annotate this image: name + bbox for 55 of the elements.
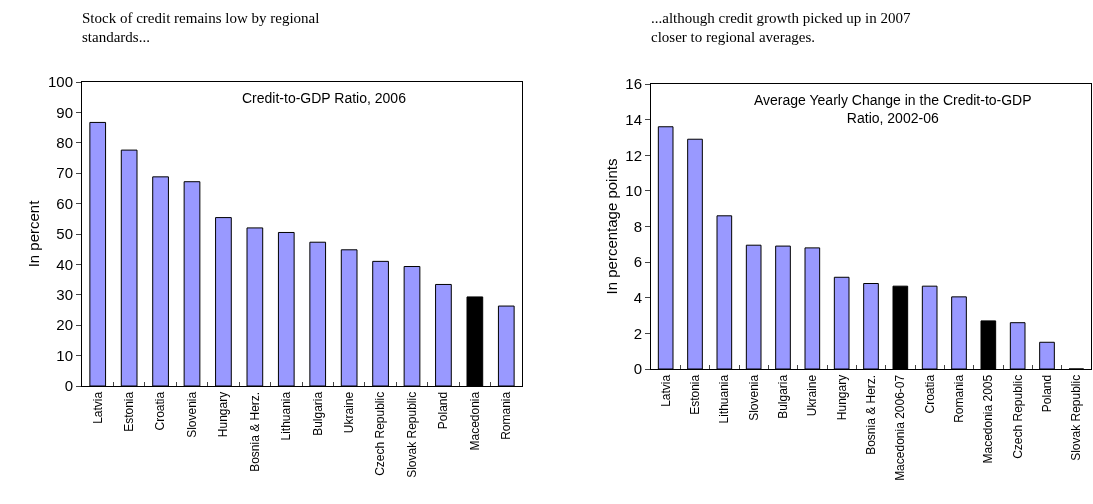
y-tick-label: 80 bbox=[56, 134, 73, 152]
annotation: Credit-to-GDP Ratio, 2006 bbox=[242, 90, 407, 106]
x-tick-label: Croatia bbox=[153, 391, 168, 431]
x-tick-label: Romania bbox=[499, 391, 514, 440]
x-tick-label: Lithuania bbox=[279, 391, 294, 441]
y-tick-label: 0 bbox=[633, 360, 642, 378]
y-tick-label: 12 bbox=[625, 146, 642, 164]
x-tick-label: Romania bbox=[951, 374, 966, 423]
y-tick-label: 60 bbox=[56, 194, 73, 212]
x-tick-label: Slovak Republic bbox=[404, 391, 419, 478]
y-tick-label: 90 bbox=[56, 103, 73, 121]
x-tick-label: Estonia bbox=[122, 391, 137, 432]
y-tick-label: 16 bbox=[625, 75, 642, 93]
x-tick-label: Ukraine bbox=[805, 374, 820, 417]
x-tick-label: Hungary bbox=[834, 374, 849, 421]
x-tick-label: Slovak Republic bbox=[1069, 374, 1084, 461]
x-tick-label: Macedonia bbox=[467, 391, 482, 451]
x-tick-label: Poland bbox=[1039, 374, 1054, 413]
y-tick-label: 2 bbox=[633, 324, 642, 342]
x-tick-label: Czech Republic bbox=[1010, 374, 1025, 459]
y-tick-label: 6 bbox=[633, 253, 642, 271]
y-tick-label: 100 bbox=[47, 73, 73, 91]
chart-title: Stock of credit remains low by regional standards... bbox=[82, 9, 320, 46]
x-tick-label: Czech Republic bbox=[373, 391, 388, 476]
x-tick-label: Bulgaria bbox=[775, 374, 790, 419]
y-tick-label: 40 bbox=[56, 255, 73, 273]
y-axis-title: In percentage points bbox=[602, 158, 620, 295]
x-tick-label: Latvia bbox=[90, 391, 105, 424]
x-tick-label: Croatia bbox=[922, 374, 937, 414]
x-tick-label: Macedonia 2005 bbox=[981, 374, 996, 464]
x-tick-label: Poland bbox=[436, 391, 451, 430]
x-tick-label: Macedonia 2006-07 bbox=[893, 374, 908, 481]
chart-title: ...although credit growth picked up in 2007 closer to regional averages. bbox=[651, 9, 912, 46]
x-tick-label: Latvia bbox=[658, 374, 673, 407]
x-tick-label: Slovenia bbox=[184, 391, 199, 438]
annotation: Average Yearly Change in the Credit-to-GDP Ratio, 2002-06 bbox=[754, 92, 1032, 127]
x-tick-label: Bulgaria bbox=[310, 391, 325, 436]
x-tick-label: Ukraine bbox=[342, 391, 357, 434]
x-tick-label: Estonia bbox=[687, 374, 702, 415]
y-tick-label: 70 bbox=[56, 164, 73, 182]
y-tick-label: 20 bbox=[56, 316, 73, 334]
y-tick-label: 14 bbox=[625, 110, 642, 128]
y-tick-label: 10 bbox=[56, 346, 73, 364]
y-tick-label: 50 bbox=[56, 225, 73, 243]
y-tick-label: 4 bbox=[633, 289, 642, 306]
y-tick-label: 0 bbox=[64, 377, 73, 395]
y-tick-label: 10 bbox=[625, 182, 642, 200]
x-tick-label: Slovenia bbox=[746, 374, 761, 421]
x-tick-label: Bosnia & Herz. bbox=[863, 374, 878, 455]
x-tick-label: Hungary bbox=[216, 391, 231, 438]
y-tick-label: 8 bbox=[633, 217, 642, 235]
y-tick-label: 30 bbox=[56, 286, 73, 304]
x-tick-label: Lithuania bbox=[717, 374, 732, 424]
y-axis-title: In percent bbox=[25, 199, 43, 268]
x-tick-label: Bosnia & Herz. bbox=[247, 391, 262, 472]
